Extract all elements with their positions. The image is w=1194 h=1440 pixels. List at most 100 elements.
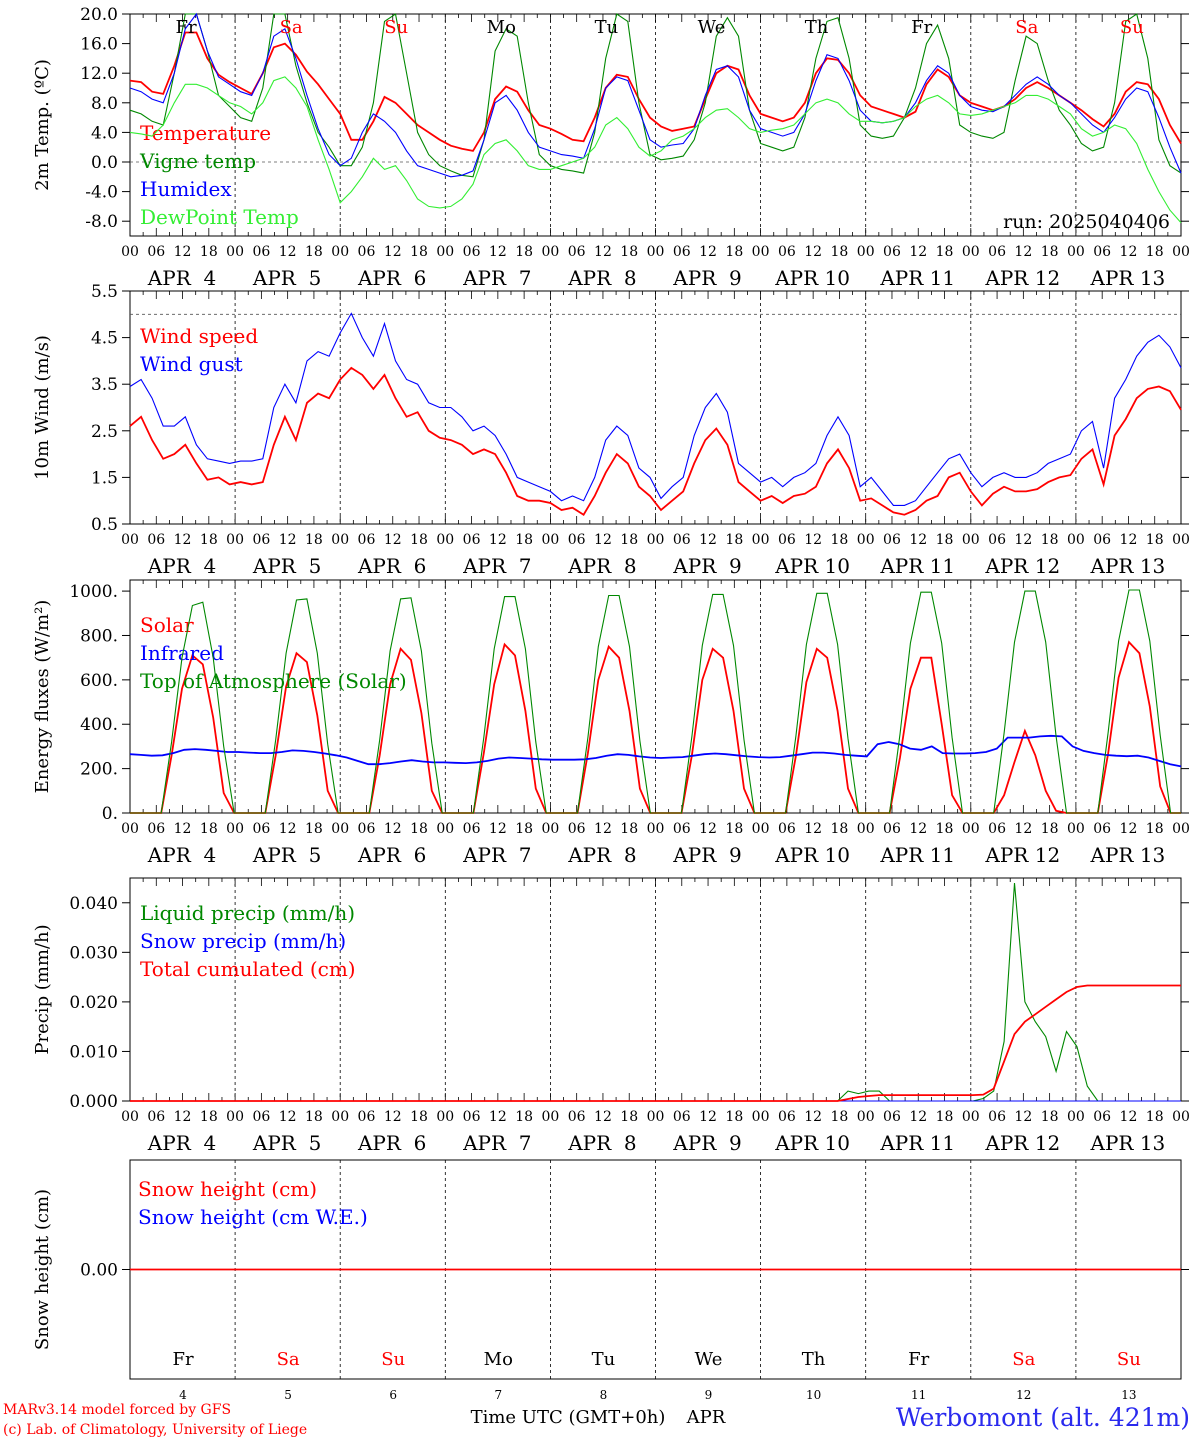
day-name-label: Th <box>805 17 829 38</box>
x-hour-label: 18 <box>410 1109 428 1125</box>
x-hour-label: 06 <box>358 821 376 837</box>
x-hour-label: 00 <box>1172 244 1190 260</box>
y-tick-label: 1.5 <box>91 468 118 488</box>
x-hour-label: 12 <box>909 821 927 837</box>
x-hour-label: 12 <box>489 1109 507 1125</box>
x-hour-label: 12 <box>699 244 717 260</box>
y-tick-label: -8.0 <box>85 212 118 232</box>
series-line-wind-speed <box>129 366 1182 516</box>
legend-entry: Vigne temp <box>139 149 256 173</box>
x-hour-label: 00 <box>331 532 349 548</box>
x-hour-label: 06 <box>883 821 901 837</box>
x-date-label: APR 7 <box>462 554 531 578</box>
x-date-label: APR 8 <box>567 554 636 578</box>
x-hour-label: 06 <box>778 821 796 837</box>
series-line-infrared <box>129 734 1182 768</box>
x-hour-label: 00 <box>541 821 559 837</box>
x-hour-label: 06 <box>358 1109 376 1125</box>
lab-credit: (c) Lab. of Climatology, University of L… <box>3 1422 307 1438</box>
x-hour-label: 12 <box>1120 244 1138 260</box>
x-hour-label: 00 <box>541 1109 559 1125</box>
x-hour-label: 06 <box>883 244 901 260</box>
x-hour-label: 00 <box>436 821 454 837</box>
y-tick-label: 4.5 <box>91 329 118 349</box>
series-line-vigne-temp <box>129 13 1182 178</box>
panel-precip: 0.040 0.030 0.020 0.010 0.000 Precip (mm/h) Li… <box>32 877 1190 1155</box>
x-hour-label: 06 <box>988 244 1006 260</box>
x-hour-label: 00 <box>226 821 244 837</box>
x-date-label: APR 13 <box>1090 843 1166 867</box>
x-date-label: APR 11 <box>879 554 955 578</box>
x-hour-label: 12 <box>699 532 717 548</box>
station-name: Werbomont (alt. 421m) <box>896 1403 1190 1432</box>
y-axis-label: Precip (mm/h) <box>32 924 53 1054</box>
x-hour-label: 06 <box>568 1109 586 1125</box>
x-hour-label: 00 <box>647 532 665 548</box>
x-hour-label: 06 <box>252 244 270 260</box>
x-hour-label: 12 <box>489 821 507 837</box>
day-name-label: Su <box>384 17 408 38</box>
y-tick-label: 0.010 <box>69 1042 118 1062</box>
bottom-day-number: 11 <box>911 1388 926 1402</box>
y-tick-label: 2.5 <box>91 422 118 442</box>
x-hour-label: 06 <box>568 244 586 260</box>
x-date-label: APR 5 <box>252 554 321 578</box>
bottom-day-number: 13 <box>1121 1388 1136 1402</box>
x-hour-label: 06 <box>673 244 691 260</box>
x-hour-label: 00 <box>226 244 244 260</box>
x-hour-label: 00 <box>436 1109 454 1125</box>
x-hour-label: 18 <box>515 1109 533 1125</box>
x-hour-label: 12 <box>594 532 612 548</box>
legend-entry: DewPoint Temp <box>140 205 299 229</box>
x-hour-label: 00 <box>436 244 454 260</box>
x-hour-label: 00 <box>857 1109 875 1125</box>
y-tick-label: 0.0 <box>91 153 118 173</box>
run-label: run: 2025040406 <box>1003 211 1170 233</box>
bottom-day-name: Su <box>1117 1349 1141 1370</box>
x-date-label: APR 10 <box>774 266 850 290</box>
x-hour-label: 12 <box>489 532 507 548</box>
x-hour-label: 12 <box>384 1109 402 1125</box>
x-hour-label: 00 <box>541 244 559 260</box>
x-hour-label: 06 <box>673 821 691 837</box>
x-hour-label: 00 <box>121 821 139 837</box>
x-hour-label: 18 <box>200 244 218 260</box>
x-hour-label: 00 <box>436 532 454 548</box>
x-hour-label: 18 <box>620 532 638 548</box>
series-line-total-cumulated-cm- <box>130 984 1181 1102</box>
bottom-day-name: Mo <box>484 1349 513 1370</box>
x-date-label: APR 4 <box>147 1131 216 1155</box>
x-hour-label: 00 <box>331 1109 349 1125</box>
x-hour-label: 18 <box>200 1109 218 1125</box>
x-hour-label: 00 <box>121 532 139 548</box>
x-date-label: APR 8 <box>567 843 636 867</box>
x-date-label: APR 6 <box>357 554 426 578</box>
x-hour-label: 18 <box>410 532 428 548</box>
x-date-label: APR 7 <box>462 266 531 290</box>
bottom-day-number: 9 <box>705 1388 713 1402</box>
x-hour-label: 12 <box>1120 821 1138 837</box>
x-hour-label: 18 <box>725 532 743 548</box>
x-date-label: APR 5 <box>252 1131 321 1155</box>
x-date-label: APR 12 <box>984 266 1060 290</box>
x-hour-label: 06 <box>883 1109 901 1125</box>
x-hour-label: 06 <box>358 532 376 548</box>
x-hour-label: 18 <box>410 244 428 260</box>
x-hour-label: 18 <box>1146 532 1164 548</box>
x-hour-label: 06 <box>463 821 481 837</box>
x-hour-label: 12 <box>384 244 402 260</box>
y-tick-label: 20.0 <box>80 5 118 25</box>
x-hour-label: 18 <box>1041 821 1059 837</box>
bottom-day-number: 7 <box>494 1388 502 1402</box>
x-hour-label: 00 <box>962 821 980 837</box>
x-hour-label: 00 <box>857 532 875 548</box>
x-hour-label: 12 <box>594 244 612 260</box>
x-hour-label: 06 <box>778 244 796 260</box>
x-hour-label: 06 <box>568 532 586 548</box>
x-date-label: APR 8 <box>567 1131 636 1155</box>
x-hour-label: 12 <box>804 532 822 548</box>
x-hour-label: 12 <box>279 821 297 837</box>
x-hour-label: 18 <box>305 244 323 260</box>
x-hour-label: 00 <box>121 244 139 260</box>
x-hour-label: 06 <box>1093 1109 1111 1125</box>
